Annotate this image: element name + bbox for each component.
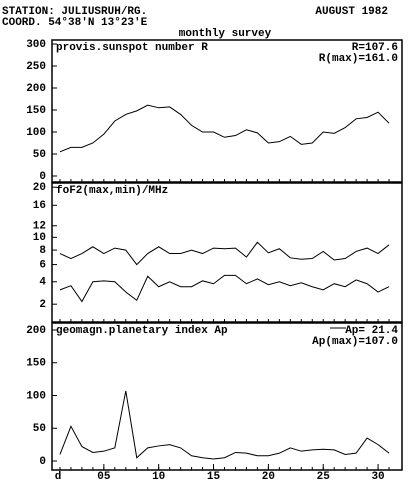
y-tick-label: 150 [26, 105, 46, 117]
panel-title: geomagn.planetary index Ap [56, 325, 228, 337]
y-tick-label: 250 [26, 61, 46, 73]
x-tick-label: 25 [317, 471, 331, 480]
y-tick-label: 50 [33, 149, 46, 161]
y-tick-label: 100 [26, 390, 46, 402]
y-tick-label: 100 [26, 127, 46, 139]
coord: COORD. 54°38'N 13°23'E [2, 17, 148, 29]
y-tick-label: 4 [39, 277, 46, 289]
annotation: Ap(max)=107.0 [312, 336, 398, 348]
annotation: R=107.6 [352, 42, 398, 54]
x-tick-label: 05 [97, 471, 111, 480]
x-tick-label: 20 [262, 471, 275, 480]
y-tick-label: 20 [33, 182, 46, 194]
y-tick-label: 12 [33, 221, 46, 233]
y-tick-label: 8 [39, 245, 46, 257]
data-line [59, 274, 390, 303]
y-tick-label: 200 [26, 83, 46, 95]
panel-title: foF2(max,min)/MHz [56, 185, 168, 197]
station: STATION: JULIUSRUH/RG. [2, 6, 147, 18]
panel-frame [51, 182, 403, 323]
y-tick-label: 2 [39, 299, 46, 311]
y-tick-label: 300 [26, 39, 46, 51]
x-tick-label: 30 [371, 471, 384, 480]
y-tick-label: 10 [33, 232, 46, 244]
y-tick-label: 200 [26, 325, 46, 337]
y-tick-label: 0 [39, 456, 46, 468]
data-line [59, 241, 390, 266]
y-tick-label: 50 [33, 423, 46, 435]
y-tick-label: 0 [39, 171, 46, 183]
y-tick-label: 16 [33, 200, 46, 212]
panel-frame [51, 39, 403, 183]
date: AUGUST 1982 [315, 6, 388, 18]
x-tick-label: 15 [207, 471, 221, 480]
data-line [59, 390, 390, 460]
panel-frame [51, 322, 403, 471]
x-axis-label: d [55, 471, 62, 480]
y-tick-label: 6 [39, 259, 46, 271]
x-tick-label: 10 [152, 471, 165, 480]
data-line [59, 104, 390, 153]
panel-title: provis.sunspot number R [56, 42, 208, 54]
y-tick-label: 150 [26, 358, 46, 370]
annotation: R(max)=161.0 [319, 53, 398, 65]
subtitle: monthly survey [179, 28, 272, 40]
annotation: Ap= 21.4 [345, 325, 398, 337]
